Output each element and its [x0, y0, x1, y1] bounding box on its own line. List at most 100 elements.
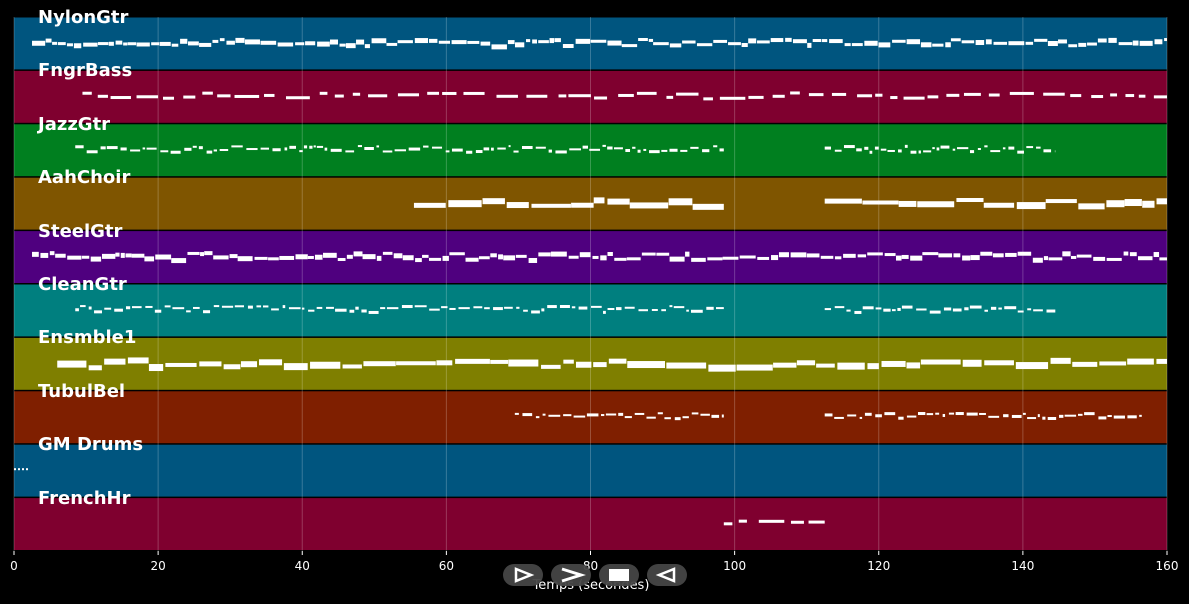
note	[790, 520, 804, 524]
note	[716, 307, 724, 310]
note	[952, 308, 962, 312]
rewind-icon	[655, 567, 676, 583]
track-label: FngrBass	[38, 60, 133, 82]
note	[1113, 415, 1125, 419]
note	[1106, 200, 1125, 208]
note	[401, 305, 413, 309]
note	[1164, 38, 1167, 42]
note	[127, 42, 137, 46]
note	[920, 359, 961, 365]
note	[1084, 412, 1095, 416]
note	[983, 202, 1015, 208]
note	[26, 468, 28, 471]
note	[120, 147, 127, 151]
note	[669, 148, 678, 152]
note	[984, 309, 988, 312]
note	[555, 150, 567, 154]
note	[846, 309, 851, 312]
note	[554, 38, 561, 43]
note	[104, 358, 126, 365]
note	[649, 150, 660, 154]
note	[1072, 361, 1098, 367]
note	[923, 150, 932, 153]
note	[203, 310, 211, 314]
note	[422, 254, 429, 258]
note	[528, 257, 538, 263]
note	[538, 252, 551, 257]
note	[592, 255, 599, 259]
note	[568, 94, 591, 98]
note	[673, 306, 685, 309]
note	[1017, 251, 1032, 256]
note	[310, 361, 341, 369]
note	[773, 362, 797, 368]
note	[542, 413, 546, 416]
note	[231, 145, 243, 148]
note	[448, 200, 482, 208]
note	[164, 305, 171, 308]
note	[646, 416, 656, 419]
note	[259, 359, 283, 366]
x-tick-label: 20	[150, 559, 166, 573]
note	[1011, 414, 1022, 418]
note	[728, 42, 741, 46]
note	[626, 257, 641, 261]
note	[335, 308, 347, 312]
forward-icon	[561, 567, 586, 583]
note	[396, 361, 436, 366]
x-tick-label: 120	[867, 559, 891, 573]
note	[917, 412, 926, 416]
note	[235, 37, 245, 43]
play-button[interactable]	[503, 564, 543, 586]
note	[279, 255, 295, 260]
note	[441, 306, 448, 309]
note	[165, 362, 197, 367]
forward-button[interactable]	[551, 564, 591, 586]
note	[1022, 412, 1026, 415]
note	[906, 415, 917, 418]
note	[890, 96, 898, 100]
stop-button[interactable]	[599, 564, 639, 586]
note	[1129, 252, 1137, 257]
note	[988, 93, 1000, 97]
note	[926, 413, 934, 416]
note	[131, 306, 142, 309]
note	[1047, 41, 1058, 47]
note	[862, 306, 874, 310]
note	[808, 93, 824, 97]
note	[108, 41, 114, 46]
note	[834, 306, 845, 309]
note	[514, 412, 519, 415]
note	[260, 40, 277, 45]
x-tick-label: 140	[1011, 559, 1035, 573]
note	[691, 257, 706, 262]
note	[901, 254, 909, 259]
note	[213, 149, 218, 152]
note	[547, 305, 557, 309]
note	[187, 41, 199, 46]
note	[1034, 38, 1048, 42]
note	[1138, 94, 1146, 98]
note	[559, 305, 570, 309]
rewind-button[interactable]	[647, 564, 687, 586]
note	[952, 148, 956, 151]
note	[380, 307, 386, 310]
note	[376, 255, 382, 261]
note	[880, 148, 887, 151]
note	[436, 360, 453, 366]
note	[614, 147, 623, 150]
note	[314, 254, 323, 260]
note	[929, 310, 941, 314]
note	[682, 416, 689, 419]
note	[1132, 40, 1139, 46]
note	[1110, 93, 1118, 97]
note	[593, 362, 607, 368]
note	[316, 145, 324, 148]
note	[451, 40, 467, 45]
note	[467, 40, 480, 44]
note	[491, 147, 494, 151]
note	[875, 414, 882, 418]
note	[686, 309, 689, 312]
note	[668, 198, 693, 206]
note	[985, 39, 992, 45]
